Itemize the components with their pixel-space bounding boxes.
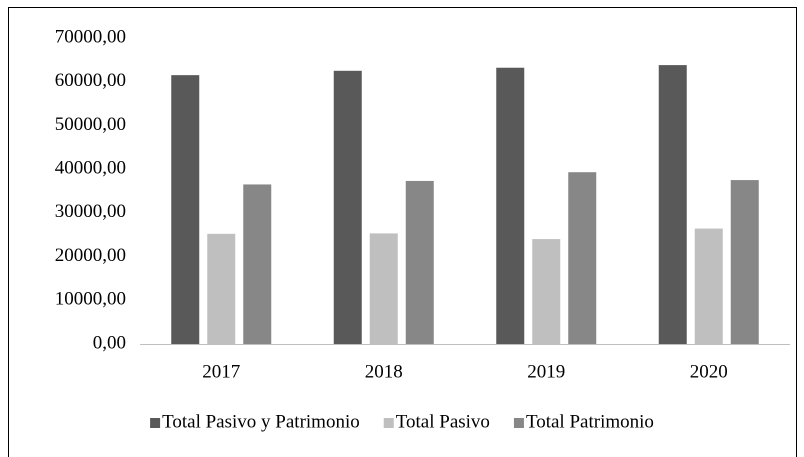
x-tick-label: 2019: [527, 361, 565, 382]
y-tick-label: 0,00: [93, 332, 126, 353]
legend-swatch: [150, 418, 161, 428]
legend-label: Total Patrimonio: [526, 411, 654, 432]
legend-label: Total Pasivo: [396, 411, 490, 432]
legend-swatch: [513, 418, 524, 428]
bar: [333, 70, 362, 345]
y-tick-label: 70000,00: [55, 26, 126, 47]
bar: [369, 233, 398, 344]
y-tick-label: 40000,00: [55, 158, 126, 179]
bar: [243, 184, 272, 344]
x-tick-label: 2017: [202, 361, 240, 382]
bar: [532, 239, 561, 344]
legend-label: Total Pasivo y Patrimonio: [162, 411, 360, 432]
y-tick-label: 20000,00: [55, 245, 126, 266]
bar: [207, 233, 236, 344]
bar: [730, 180, 759, 344]
y-tick-label: 60000,00: [55, 70, 126, 91]
bar: [658, 65, 687, 345]
bar: [405, 180, 434, 344]
x-tick-label: 2018: [365, 361, 403, 382]
bar: [568, 172, 597, 344]
bar: [496, 67, 525, 345]
chart-border: [8, 7, 797, 457]
bar: [171, 75, 200, 345]
y-tick-label: 30000,00: [55, 201, 126, 222]
y-tick-label: 10000,00: [55, 289, 126, 310]
bar: [694, 228, 723, 344]
legend-swatch: [383, 418, 394, 428]
y-tick-label: 50000,00: [55, 114, 126, 135]
x-tick-label: 2020: [690, 361, 728, 382]
